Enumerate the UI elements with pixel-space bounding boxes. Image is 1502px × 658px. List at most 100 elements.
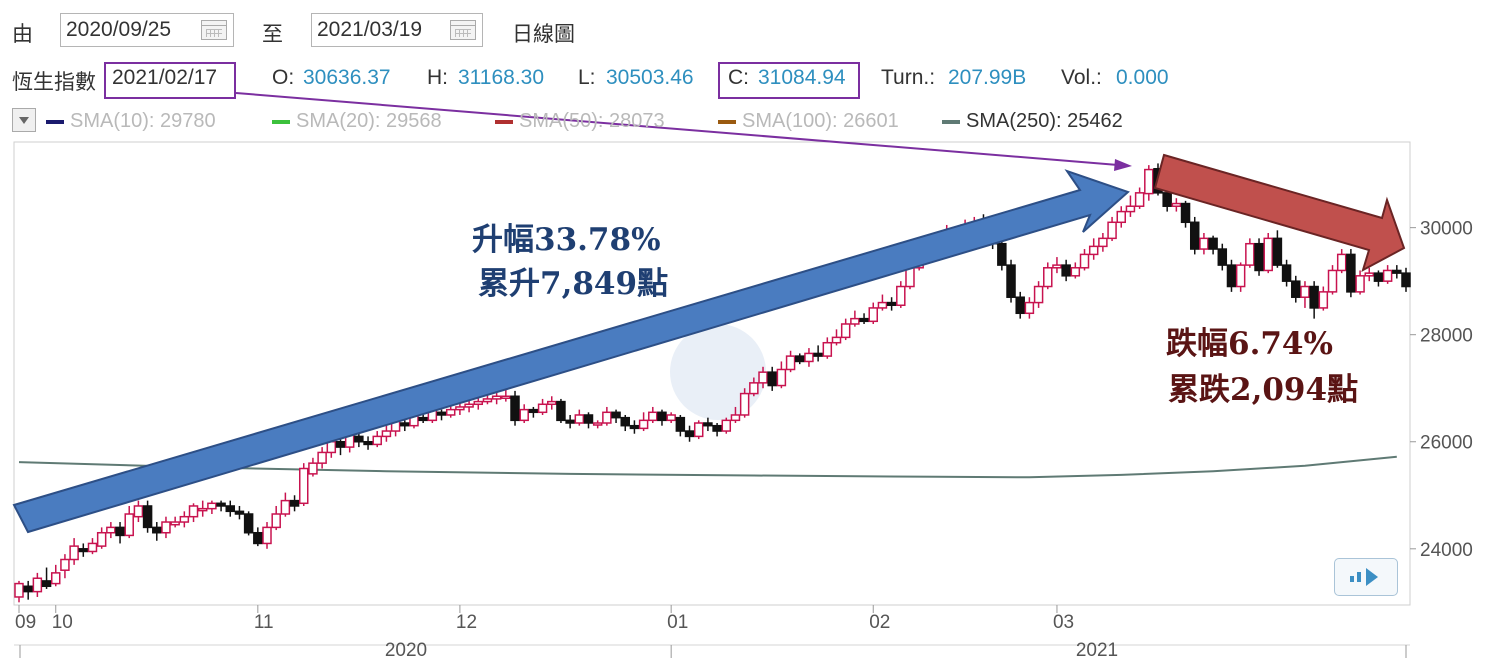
candle [620, 416, 630, 427]
candle [1346, 253, 1356, 293]
to-date-value: 2021/03/19 [317, 18, 423, 41]
sma-100-item[interactable]: SMA(100): 26601 [718, 110, 899, 133]
candle [14, 582, 24, 598]
candle [712, 424, 722, 432]
candle [556, 400, 566, 422]
candle [1272, 237, 1283, 266]
calendar-icon[interactable] [201, 20, 227, 40]
candle [243, 513, 254, 534]
candle [1355, 275, 1365, 293]
candle [1033, 285, 1044, 304]
candle [1309, 285, 1319, 309]
candle [124, 513, 134, 537]
candle [583, 414, 594, 424]
candle [1199, 237, 1209, 250]
candle [648, 411, 658, 422]
candle [78, 548, 89, 553]
fall-percent-annotation: 跌幅6.74% [1166, 326, 1333, 362]
candle [519, 408, 529, 422]
quote-date: 2021/02/17 [112, 66, 218, 89]
candle [629, 424, 640, 430]
candle [868, 307, 878, 323]
sma-20-item[interactable]: SMA(20): 29568 [272, 110, 442, 133]
candle [436, 411, 447, 416]
close-label: C: [728, 66, 749, 89]
candle [445, 408, 456, 416]
candle [730, 414, 741, 422]
date-range-toolbar: 由 2020/09/25 至 2021/03/19 日線圖 [0, 8, 1502, 52]
candle [253, 531, 263, 545]
candle [776, 368, 787, 387]
date-leader-line [235, 92, 1119, 166]
x-tick-label: 09 [15, 612, 36, 633]
candle [289, 499, 300, 507]
to-date-input[interactable]: 2021/03/19 [311, 13, 483, 47]
candle [179, 515, 190, 523]
candle [537, 403, 548, 414]
rise-points-annotation: 累升7,849點 [478, 266, 669, 302]
candle [23, 585, 33, 593]
candle [381, 430, 392, 438]
candle [455, 406, 465, 411]
candle [1263, 237, 1273, 272]
from-date-value: 2020/09/25 [66, 18, 172, 41]
candle [896, 285, 906, 307]
candle [473, 400, 484, 406]
candle [133, 505, 144, 518]
volume-value: 0.000 [1116, 66, 1169, 89]
candle [666, 414, 676, 422]
candle [1401, 272, 1411, 288]
chart-type-label[interactable]: 日線圖 [512, 23, 575, 46]
candle [1291, 280, 1301, 298]
open-value: 30636.37 [303, 66, 391, 89]
candle [41, 580, 52, 588]
candle [1098, 237, 1108, 248]
candle [1281, 264, 1292, 282]
candle [1327, 269, 1338, 293]
high-value: 31168.30 [458, 66, 545, 89]
candle [1134, 192, 1145, 207]
high-label: H: [427, 66, 448, 89]
candle [785, 355, 796, 371]
y-tick-label: 26000 [1420, 433, 1473, 454]
candle [1171, 202, 1182, 207]
candle [703, 422, 713, 427]
candle [354, 435, 364, 443]
candle [831, 336, 842, 344]
y-tick-label: 30000 [1420, 219, 1473, 240]
y-tick-label: 28000 [1420, 326, 1473, 347]
calendar-icon[interactable] [450, 20, 476, 40]
candle [1144, 168, 1154, 195]
candle [675, 416, 686, 432]
y-tick-label: 24000 [1420, 540, 1473, 561]
x-tick-label: 01 [667, 612, 688, 633]
candle [592, 422, 603, 426]
scroll-right-button[interactable] [1334, 558, 1398, 596]
to-label: 至 [262, 23, 283, 46]
candle [216, 502, 226, 507]
candle [50, 572, 61, 585]
candle [197, 507, 208, 512]
candle [859, 317, 869, 323]
from-label: 由 [12, 23, 33, 46]
candle [262, 526, 272, 545]
candle [69, 545, 79, 561]
dropdown-arrow-icon[interactable] [12, 108, 36, 132]
candle [602, 411, 612, 424]
candle [997, 242, 1007, 266]
candle [565, 419, 575, 424]
candle [638, 419, 649, 430]
sma-10-item[interactable]: SMA(10): 29780 [46, 110, 216, 133]
candle [1235, 264, 1246, 288]
candle [1079, 253, 1090, 269]
candle [1107, 221, 1117, 240]
candle [326, 440, 337, 454]
x-tick-label: 12 [456, 612, 477, 633]
sma-50-item[interactable]: SMA(50): 28073 [495, 110, 665, 133]
candle [106, 526, 116, 534]
candle [161, 521, 171, 534]
sma-250-item[interactable]: SMA(250): 25462 [942, 110, 1123, 133]
candle [234, 510, 245, 515]
from-date-input[interactable]: 2020/09/25 [60, 13, 234, 47]
